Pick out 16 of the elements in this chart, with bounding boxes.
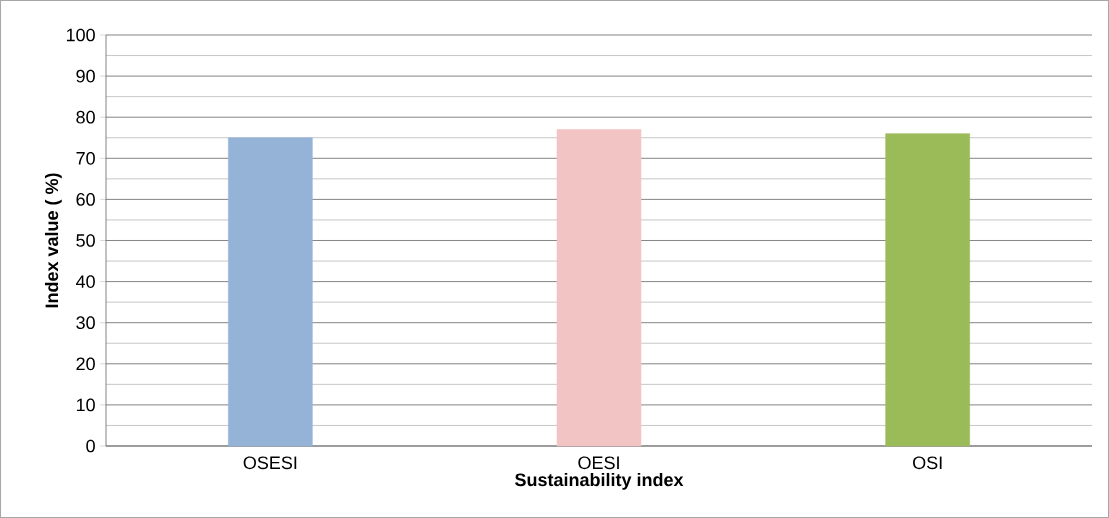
x-tick-label: OESI <box>578 456 619 470</box>
y-tick-label: 100 <box>66 28 95 42</box>
x-tick-label: OSI <box>913 456 942 470</box>
y-tick-label: 40 <box>76 275 95 288</box>
x-axis-title: Sustainability index <box>515 472 684 490</box>
y-tick-label: 20 <box>76 357 95 371</box>
y-tick-label: 50 <box>76 234 95 247</box>
y-tick-label: 70 <box>76 151 95 165</box>
y-tick-label: 0 <box>86 439 95 453</box>
y-tick-label: 60 <box>76 193 95 206</box>
y-tick-label: 80 <box>76 110 95 124</box>
y-tick-label: 10 <box>76 398 95 412</box>
x-tick-label: OSESI <box>243 456 297 470</box>
y-tick-label: 90 <box>76 69 95 83</box>
y-axis-title: Index value ( %) <box>44 173 62 308</box>
y-tick-label: 30 <box>76 316 95 330</box>
